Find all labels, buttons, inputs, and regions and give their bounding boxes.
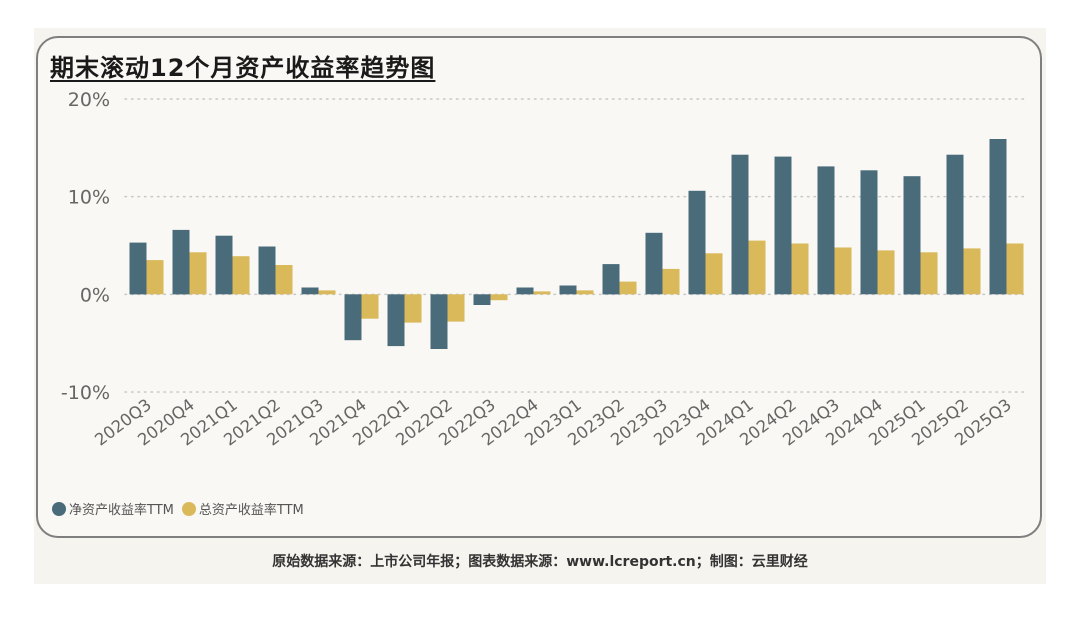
bar-roa	[404, 294, 422, 323]
bar-roa	[662, 268, 680, 295]
bar-roe	[430, 294, 448, 349]
bar-roe	[989, 139, 1007, 295]
bar-roe	[344, 294, 362, 341]
bar-roa	[877, 250, 895, 295]
bar-roe	[215, 235, 233, 295]
bar-roe	[473, 294, 491, 305]
bar-roa	[705, 253, 723, 295]
chart-title: 期末滚动12个月资产收益率趋势图	[50, 54, 436, 82]
bar-roa	[791, 243, 809, 295]
bar-roe	[602, 264, 620, 295]
bar-roa	[748, 240, 766, 295]
bar-roe	[946, 154, 964, 295]
legend-item-roe: 净资产收益率TTM	[52, 499, 174, 518]
legend-swatch-roe	[52, 501, 66, 516]
bar-roe	[258, 246, 276, 295]
bar-roa	[146, 260, 164, 295]
bar-roa	[275, 265, 293, 295]
bar-roa	[1006, 243, 1024, 295]
bar-roa	[490, 294, 508, 301]
legend-label-roe: 净资产收益率TTM	[69, 503, 174, 518]
bar-roa	[963, 248, 981, 295]
bar-roe	[516, 287, 534, 295]
bar-roe	[387, 294, 405, 347]
bar-roe	[903, 176, 921, 295]
bar-roa	[318, 290, 336, 295]
bar-roa	[834, 247, 852, 295]
bar-roe	[817, 166, 835, 295]
legend-item-roa: 总资产收益率TTM	[181, 499, 304, 518]
bar-roa	[533, 291, 551, 295]
legend-swatch-roa	[181, 501, 196, 516]
bar-roa	[619, 281, 637, 295]
legend-label-roa: 总资产收益率TTM	[198, 503, 304, 518]
y-tick-label: -10%	[61, 382, 110, 404]
bar-roe	[559, 285, 577, 295]
bar-roe	[172, 229, 190, 295]
bar-roa	[361, 294, 379, 319]
bar-roa	[447, 294, 465, 322]
y-tick-label: 20%	[68, 89, 110, 111]
bar-roe	[774, 156, 792, 295]
bar-roe	[731, 154, 749, 295]
y-tick-label: 10%	[68, 187, 110, 209]
bar-roe	[645, 232, 663, 295]
bar-roa	[920, 252, 938, 295]
bar-roa	[576, 290, 594, 295]
legend: 净资产收益率TTM 总资产收益率TTM	[52, 499, 304, 518]
bar-roe	[688, 190, 706, 295]
source-footer: 原始数据来源：上市公司年报；图表数据来源：www.lcreport.cn；制图：…	[272, 554, 808, 570]
bar-roe	[301, 287, 319, 295]
bar-roe	[129, 242, 147, 295]
bar-roa	[189, 252, 207, 295]
bar-roa	[232, 256, 250, 295]
bar-roe	[860, 170, 878, 295]
y-tick-label: 0%	[80, 284, 110, 306]
